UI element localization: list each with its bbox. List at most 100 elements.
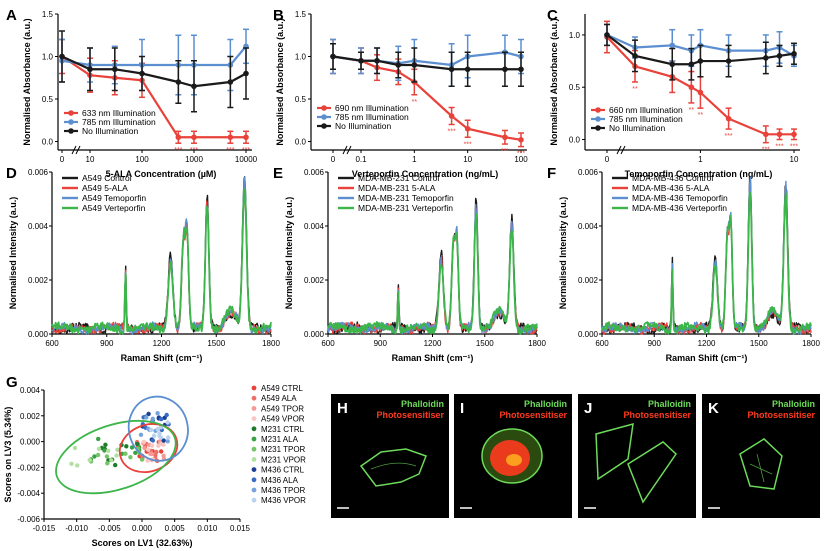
scatter-point-m436-vpor	[157, 431, 162, 436]
scatter-point-m436-tpor	[155, 411, 160, 416]
legend-label-a: No Illumination	[82, 126, 138, 136]
legend-marker-c	[595, 116, 601, 122]
legend-marker-g	[251, 497, 257, 503]
panel-label-k: K	[708, 400, 719, 417]
scatter-point-m231-ala	[129, 445, 135, 450]
data-point-c	[604, 32, 610, 38]
significance-marker-a: ***	[174, 147, 182, 154]
data-point-b	[374, 57, 380, 64]
data-point-c	[669, 61, 676, 68]
x-axis-title-c: Temoporfin Concentration (ng/mL)	[625, 169, 773, 179]
x-tick-label-e: 900	[374, 339, 388, 348]
x-tick-label-d: 1800	[262, 339, 280, 348]
data-point-b	[448, 66, 455, 73]
y-tick-label-b: 1.0	[295, 53, 307, 62]
data-point-b	[358, 57, 364, 64]
scatter-point-m231-vpor	[87, 457, 92, 463]
axis-break-a	[71, 145, 77, 155]
scatter-point-m231-ala	[92, 454, 97, 459]
data-point-a	[243, 134, 249, 141]
data-point-b	[518, 66, 524, 73]
x-tick-label-f: 1200	[698, 339, 716, 348]
x-tick-label-a: 100	[135, 155, 149, 164]
x-tick-label-g: 0.005	[165, 524, 186, 533]
legend-label-g: A549 ALA	[261, 394, 297, 403]
data-point-c	[669, 42, 676, 49]
data-point-a	[112, 66, 118, 73]
scatter-point-m436-vpor	[155, 426, 160, 432]
cell-outline-k	[739, 438, 783, 490]
scatter-point-m231-tpor	[139, 457, 145, 462]
y-tick-label-e: 0.004	[304, 222, 325, 231]
scatter-point-a549-vpor	[146, 447, 151, 452]
x-axis-title-d: Raman Shift (cm⁻¹)	[121, 353, 203, 363]
panel-label-a: A	[6, 7, 17, 24]
legend-label-g: M436 CTRL	[261, 466, 305, 475]
x-tick-label-e: 1500	[476, 339, 494, 348]
legend-label-d: A549 5-ALA	[82, 183, 128, 193]
data-point-a	[175, 134, 182, 141]
x-tick-label-d: 600	[45, 339, 59, 348]
scatter-point-m436-ctrl	[146, 411, 151, 417]
y-tick-label-d: 0.000	[28, 330, 49, 339]
actin-fibre-k	[749, 453, 773, 483]
data-point-b	[448, 113, 455, 119]
legend-label-b: 785 nm Illumination	[335, 112, 409, 122]
x-axis-title-a: 5-ALA Concentration (µM)	[106, 169, 217, 179]
cell-outline-j	[595, 422, 634, 481]
axis-break-b	[346, 145, 352, 155]
x-tick-label-a: 10	[86, 155, 95, 164]
legend-marker-c	[595, 107, 601, 113]
x-tick-label-f: 1500	[750, 339, 768, 348]
data-point-a	[191, 83, 197, 90]
y-tick-label-a: 1.5	[42, 10, 54, 19]
data-point-c	[725, 115, 732, 122]
x-tick-label-c: 10	[790, 155, 799, 164]
legend-marker-g	[251, 436, 257, 442]
panel-label-g: G	[6, 374, 18, 391]
legend-marker-g	[251, 467, 257, 472]
x-tick-label-f: 1800	[802, 339, 820, 348]
scatter-point-m231-ctrl	[135, 441, 140, 447]
scatter-point-m231-vpor	[114, 453, 119, 458]
spectrum-line-f-green	[601, 191, 812, 335]
legend-label-e: MDA-MB-231 Temoporfin	[358, 193, 454, 203]
scatter-point-m436-ala	[150, 438, 156, 443]
legend-marker-c	[595, 125, 601, 131]
scatter-point-m231-tpor	[128, 455, 133, 460]
legend-label-g: M231 VPOR	[261, 455, 306, 464]
legend-marker-g	[251, 477, 257, 483]
scatter-point-m436-vpor	[165, 420, 170, 425]
scatter-point-m231-vpor	[109, 458, 114, 463]
data-point-a	[227, 134, 234, 141]
confidence-ellipse-a549	[118, 423, 179, 473]
y-tick-label-f: 0.006	[578, 168, 599, 177]
data-point-c	[776, 131, 783, 138]
scatter-point-m436-ala	[164, 412, 169, 418]
data-point-b	[518, 137, 524, 143]
legend-label-a: 633 nm Illumination	[82, 108, 156, 118]
x-tick-label-f: 900	[648, 339, 662, 348]
significance-marker-b: **	[412, 99, 418, 106]
scatter-point-m231-tpor	[105, 461, 110, 466]
scatter-point-a549-vpor	[149, 443, 155, 448]
data-point-a	[87, 66, 93, 73]
x-tick-label-a: 10000	[235, 155, 258, 164]
micrograph-k	[702, 394, 820, 518]
y-tick-label-b: 1.5	[295, 10, 307, 19]
y-tick-label-e: 0.006	[304, 168, 325, 177]
legend-label-f: MDA-MB-436 Temoporfin	[632, 193, 728, 203]
y-tick-label-e: 0.000	[304, 330, 325, 339]
legend-label-g: A549 TPOR	[261, 404, 304, 413]
legend-label-d: A549 Temoporfin	[82, 193, 146, 203]
legend-label-d: A549 Verteporfin	[82, 203, 146, 213]
panel-label-b: B	[273, 7, 284, 24]
legend-label-c: No Illumination	[609, 123, 665, 133]
legend-label-d: A549 Control	[82, 173, 132, 183]
scatter-point-m436-tpor	[144, 415, 149, 420]
significance-marker-b: ***	[501, 148, 509, 155]
data-point-a	[243, 70, 249, 77]
cell-outline-h	[359, 448, 427, 487]
x-tick-label-e: 1800	[528, 339, 546, 348]
y-tick-label-f: 0.004	[578, 222, 599, 231]
